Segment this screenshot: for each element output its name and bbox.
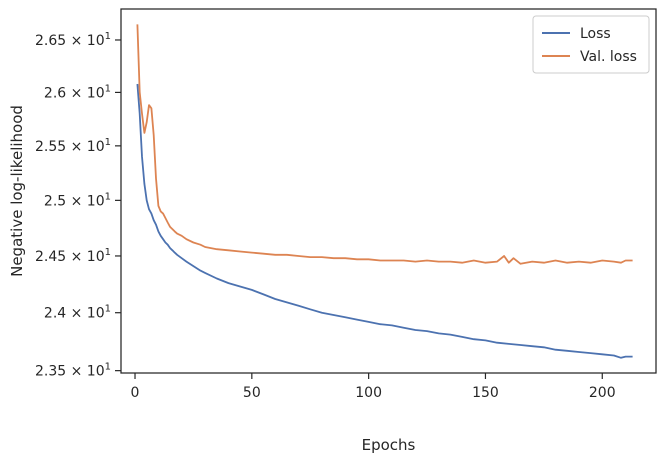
x-tick-label: 0	[131, 385, 140, 401]
plot-frame	[120, 8, 657, 374]
y-tick-label: 2.45 × 101	[35, 247, 111, 265]
legend-box	[532, 15, 650, 74]
x-tick-label: 100	[355, 385, 382, 401]
y-axis: 2.35 × 101 2.4 × 101 2.45 × 101 2.5 × 101 2.…	[35, 31, 121, 380]
legend-label-val-loss: Val. loss	[580, 49, 637, 65]
legend: Loss Val. loss	[532, 15, 650, 74]
x-tick-label: 150	[472, 385, 499, 401]
x-tick-label: 200	[589, 385, 616, 401]
y-tick-label: 2.55 × 101	[35, 137, 111, 155]
series-line-0	[136, 83, 633, 359]
y-tick-label: 2.35 × 101	[35, 362, 111, 380]
y-tick-label: 2.5 × 101	[44, 191, 111, 209]
series-layer	[136, 24, 633, 359]
x-axis-label: Epochs	[362, 436, 416, 454]
y-tick-label: 2.65 × 101	[35, 31, 111, 49]
y-tick-label: 2.4 × 101	[44, 304, 111, 322]
series-line-1	[136, 24, 633, 265]
x-tick-label: 50	[243, 385, 261, 401]
y-tick-label: 2.6 × 101	[44, 83, 111, 101]
legend-label-loss: Loss	[580, 26, 611, 42]
x-axis: 0 50 100 150 200	[131, 373, 616, 401]
y-axis-label: Negative log-likelihood	[8, 105, 26, 277]
